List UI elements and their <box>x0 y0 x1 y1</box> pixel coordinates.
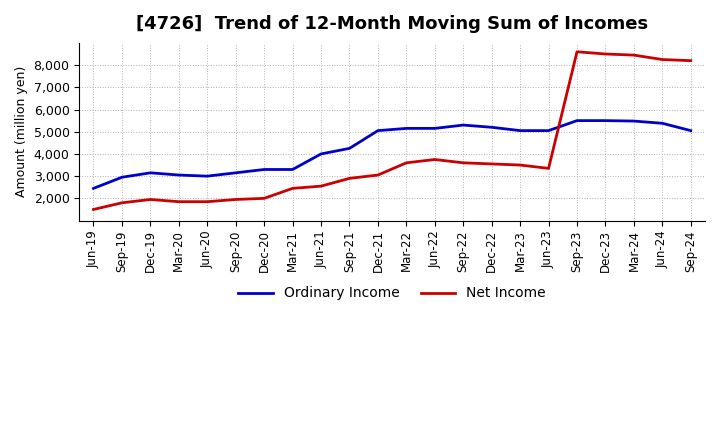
Ordinary Income <box>231 170 240 176</box>
Ordinary Income <box>117 175 126 180</box>
Net Income <box>260 196 269 201</box>
Ordinary Income <box>374 128 382 133</box>
Net Income <box>288 186 297 191</box>
Y-axis label: Amount (million yen): Amount (million yen) <box>15 66 28 198</box>
Ordinary Income <box>89 186 98 191</box>
Title: [4726]  Trend of 12-Month Moving Sum of Incomes: [4726] Trend of 12-Month Moving Sum of I… <box>136 15 648 33</box>
Ordinary Income <box>572 118 581 123</box>
Net Income <box>487 161 496 167</box>
Ordinary Income <box>516 128 524 133</box>
Ordinary Income <box>345 146 354 151</box>
Ordinary Income <box>431 126 439 131</box>
Ordinary Income <box>544 128 553 133</box>
Line: Net Income: Net Income <box>94 52 690 209</box>
Ordinary Income <box>402 126 410 131</box>
Net Income <box>174 199 183 204</box>
Line: Ordinary Income: Ordinary Income <box>94 121 690 188</box>
Net Income <box>231 197 240 202</box>
Net Income <box>146 197 155 202</box>
Ordinary Income <box>459 122 467 128</box>
Ordinary Income <box>288 167 297 172</box>
Net Income <box>572 49 581 55</box>
Net Income <box>402 160 410 165</box>
Ordinary Income <box>601 118 610 123</box>
Net Income <box>658 57 667 62</box>
Net Income <box>516 162 524 168</box>
Ordinary Income <box>203 173 212 179</box>
Ordinary Income <box>174 172 183 178</box>
Ordinary Income <box>317 151 325 157</box>
Net Income <box>544 166 553 171</box>
Net Income <box>459 160 467 165</box>
Ordinary Income <box>686 128 695 133</box>
Ordinary Income <box>658 121 667 126</box>
Net Income <box>117 200 126 205</box>
Net Income <box>629 52 638 58</box>
Legend: Ordinary Income, Net Income: Ordinary Income, Net Income <box>233 281 552 306</box>
Net Income <box>89 207 98 212</box>
Net Income <box>431 157 439 162</box>
Net Income <box>601 51 610 57</box>
Net Income <box>317 183 325 189</box>
Ordinary Income <box>629 118 638 124</box>
Net Income <box>203 199 212 204</box>
Net Income <box>686 58 695 63</box>
Ordinary Income <box>260 167 269 172</box>
Ordinary Income <box>487 125 496 130</box>
Net Income <box>374 172 382 178</box>
Net Income <box>345 176 354 181</box>
Ordinary Income <box>146 170 155 176</box>
